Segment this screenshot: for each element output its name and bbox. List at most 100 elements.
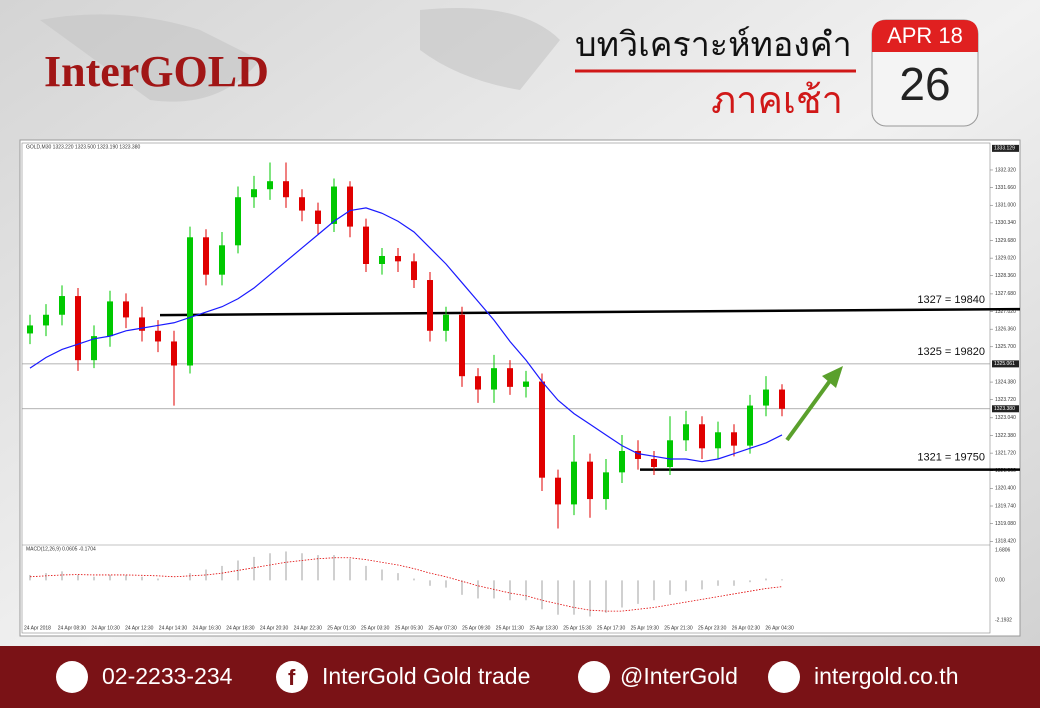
x-tick-label: 25 Apr 11:30: [496, 625, 524, 631]
title: บทวิเคราะห์ทองคำ: [575, 26, 852, 64]
candle-body: [107, 301, 113, 337]
candle-body: [75, 296, 81, 361]
level-label: 1321 = 19750: [917, 452, 985, 464]
candle-body: [123, 301, 129, 318]
y-tick-label: 1321.720: [995, 450, 1016, 456]
plot-frame: [21, 142, 991, 634]
y-tick-label: 1327.680: [995, 291, 1016, 297]
arrow-shaft: [785, 376, 834, 442]
x-tick-label: 25 Apr 23:30: [698, 625, 727, 631]
candle-body: [667, 440, 673, 468]
candle-body: [331, 186, 337, 224]
price-mark-box: [992, 405, 1019, 413]
y-tick-label: 1325.700: [995, 344, 1016, 350]
y-tick-label: 1326.360: [995, 327, 1016, 333]
arrow-head: [822, 366, 843, 388]
y-tick-label: 1321.060: [995, 468, 1016, 474]
y-tick-label: 1329.020: [995, 255, 1016, 261]
candle-body: [491, 368, 497, 390]
x-tick-label: 25 Apr 07:30: [428, 625, 457, 631]
candle-body: [587, 461, 593, 500]
candle-body: [683, 424, 689, 441]
macd-tick-label: -2.1932: [995, 617, 1012, 623]
x-tick-label: 24 Apr 16:30: [193, 625, 222, 631]
calendar-day: 26: [899, 58, 950, 110]
x-tick-label: 25 Apr 13:30: [530, 625, 559, 631]
candle-body: [443, 314, 449, 331]
candle-body: [299, 197, 305, 211]
candle-body: [523, 381, 529, 387]
x-tick-label: 26 Apr 02:30: [732, 625, 761, 631]
x-tick-label: 25 Apr 05:30: [395, 625, 424, 631]
x-tick-label: 24 Apr 10:30: [91, 625, 120, 631]
y-tick-label: 1319.740: [995, 503, 1016, 509]
macd-tick-label: 1.6806: [995, 547, 1011, 553]
y-tick-label: 1332.320: [995, 167, 1016, 173]
x-tick-label: 25 Apr 17:30: [597, 625, 626, 631]
candle-body: [395, 255, 401, 262]
y-tick-label: 1329.680: [995, 238, 1016, 244]
candle-body: [43, 314, 49, 326]
x-tick-label: 25 Apr 01:30: [327, 625, 356, 631]
y-tick-label: 1322.380: [995, 433, 1016, 439]
y-tick-label: 1319.080: [995, 521, 1016, 527]
price-mark-label: 1325.061: [994, 361, 1015, 367]
candle-body: [475, 376, 481, 390]
candle-body: [251, 189, 257, 198]
candle-body: [379, 255, 385, 265]
y-tick-label: 1327.020: [995, 309, 1016, 315]
subtitle: ภาคเช้า: [711, 80, 843, 122]
x-tick-label: 26 Apr 04:30: [765, 625, 794, 631]
level-line: [159, 307, 1021, 317]
candle-body: [539, 381, 545, 478]
candle-body: [411, 261, 417, 281]
candle-body: [699, 424, 705, 449]
candle-body: [747, 405, 753, 446]
chart-panel: [19, 139, 1021, 637]
y-tick-label: 1328.360: [995, 273, 1016, 279]
candle-body: [27, 325, 33, 334]
candle-body: [59, 296, 65, 315]
candle-body: [731, 432, 737, 446]
candle-body: [763, 389, 769, 406]
chart-title: GOLD,M30 1323.220 1323.500 1323.190 1323…: [26, 144, 140, 150]
calendar-header: [872, 20, 978, 52]
y-tick-label: 1324.380: [995, 379, 1016, 385]
footer-facebook: InterGold Gold trade: [322, 663, 530, 689]
facebook-glyph: f: [288, 665, 296, 690]
price-mark-label: 1323.380: [994, 406, 1015, 412]
brand: InterGOLD: [44, 47, 269, 96]
x-tick-label: 24 Apr 12:30: [125, 625, 154, 631]
candle-body: [363, 226, 369, 265]
x-tick-label: 24 Apr 14:30: [159, 625, 188, 631]
y-tick-label: 1330.340: [995, 220, 1016, 226]
candle-body: [235, 197, 241, 246]
x-tick-label: 25 Apr 19:30: [631, 625, 660, 631]
price-mark-box: [992, 144, 1019, 152]
x-tick-label: 24 Apr 22:30: [294, 625, 323, 631]
candle-body: [187, 237, 193, 366]
footer-website: intergold.co.th: [814, 663, 958, 689]
price-mark-label: 1333.129: [994, 146, 1015, 152]
y-tick-label: 1323.040: [995, 415, 1016, 421]
phone-icon: [56, 661, 88, 693]
footer-band: [0, 646, 1040, 708]
candle-body: [715, 432, 721, 449]
chart: GOLD,M30 1323.220 1323.500 1323.190 1323…: [22, 144, 1021, 631]
candle-body: [619, 450, 625, 473]
y-tick-label: 1331.660: [995, 185, 1016, 191]
candle-body: [203, 237, 209, 275]
candle-body: [171, 341, 177, 366]
price-mark-box: [992, 360, 1019, 368]
candle-body: [427, 280, 433, 331]
x-tick-label: 25 Apr 21:30: [664, 625, 693, 631]
calendar: APR 18 26: [871, 19, 979, 127]
candle-body: [555, 477, 561, 505]
x-tick-label: 24 Apr 2018: [24, 625, 51, 631]
candle-body: [91, 336, 97, 361]
candle-body: [139, 317, 145, 331]
candle-body: [283, 181, 289, 198]
macd-tick-label: 0.00: [995, 578, 1005, 584]
candle-body: [779, 389, 785, 409]
